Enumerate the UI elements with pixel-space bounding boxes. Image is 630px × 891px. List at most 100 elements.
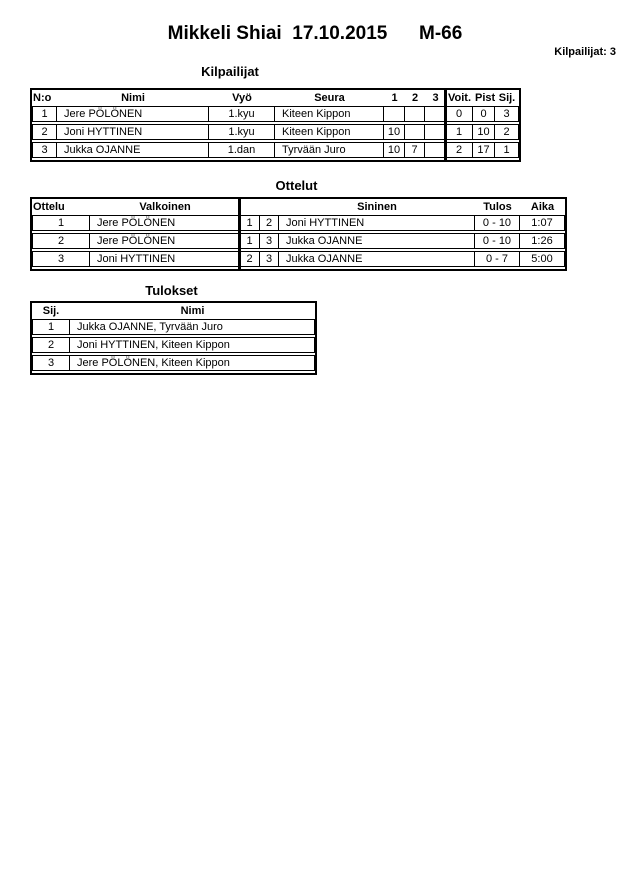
cell-vyo: 1.kyu <box>209 124 275 140</box>
col-header-tulos: Tulos <box>483 201 512 213</box>
competitors-count: Kilpailijat: 3 <box>554 46 616 58</box>
cell-score-2 <box>405 124 425 140</box>
col-header-sininen: Sininen <box>357 201 397 213</box>
cell-tulos: 0 - 7 <box>475 251 520 267</box>
table-row: 2 Joni HYTTINEN, Kiteen Kippon <box>32 337 315 353</box>
cell-blue-num: 3 <box>260 233 279 249</box>
cell-voit: 0 <box>446 106 473 122</box>
cell-match-no: 3 <box>32 251 90 267</box>
cell-voit: 1 <box>446 124 473 140</box>
col-header-aika: Aika <box>530 201 555 213</box>
cell-seura: Kiteen Kippon <box>275 106 384 122</box>
cell-pist: 17 <box>473 142 495 158</box>
col-header-nimi: Nimi <box>180 305 205 317</box>
cell-nimi: Joni HYTTINEN <box>57 124 209 140</box>
cell-nimi: Jere PÖLÖNEN, Kiteen Kippon <box>70 355 315 371</box>
matches-table-wrap: Ottelu Valkoinen Sininen Tulos Aika 1 Je… <box>30 197 567 271</box>
cell-match-no: 2 <box>32 233 90 249</box>
table-header-row: N:o Nimi Vyö Seura 1 2 3 Voit. Pist. Sij… <box>32 92 519 104</box>
page-title: Mikkeli Shiai 17.10.2015 M-66 <box>167 23 463 44</box>
col-header-valkoinen: Valkoinen <box>139 201 191 213</box>
table-header-row: Sij. Nimi <box>32 305 315 317</box>
cell-blue-num: 2 <box>260 215 279 231</box>
col-header-3: 3 <box>432 92 439 104</box>
table-row: 1 Jere PÖLÖNEN 1.kyu Kiteen Kippon 0 0 3 <box>32 106 519 122</box>
cell-nimi: Joni HYTTINEN, Kiteen Kippon <box>70 337 315 353</box>
cell-tulos: 0 - 10 <box>475 233 520 249</box>
table-row: 3 Jukka OJANNE 1.dan Tyrvään Juro 10 7 2… <box>32 142 519 158</box>
cell-nimi: Jukka OJANNE, Tyrvään Juro <box>70 319 315 335</box>
cell-seura: Tyrvään Juro <box>275 142 384 158</box>
cell-sininen: Jukka OJANNE <box>279 251 475 267</box>
cell-valkoinen: Jere PÖLÖNEN <box>90 215 240 231</box>
section-heading-kilpailijat: Kilpailijat <box>201 64 259 79</box>
table-row: 3 Joni HYTTINEN 2 3 Jukka OJANNE 0 - 7 5… <box>32 251 565 267</box>
cell-aika: 1:26 <box>520 233 565 249</box>
cell-score-3 <box>425 106 446 122</box>
cell-valkoinen: Jere PÖLÖNEN <box>90 233 240 249</box>
competitors-table: N:o Nimi Vyö Seura 1 2 3 Voit. Pist. Sij… <box>30 88 521 162</box>
cell-match-no: 1 <box>32 215 90 231</box>
col-header-nimi: Nimi <box>121 92 145 104</box>
table-row: 1 Jere PÖLÖNEN 1 2 Joni HYTTINEN 0 - 10 … <box>32 215 565 231</box>
table-row: 2 Joni HYTTINEN 1.kyu Kiteen Kippon 10 1… <box>32 124 519 140</box>
cell-seura: Kiteen Kippon <box>275 124 384 140</box>
cell-score-1 <box>384 106 405 122</box>
cell-sij: 1 <box>495 142 519 158</box>
cell-sij: 2 <box>495 124 519 140</box>
cell-sij: 3 <box>495 106 519 122</box>
table-row: 1 Jukka OJANNE, Tyrvään Juro <box>32 319 315 335</box>
cell-blue-num: 3 <box>260 251 279 267</box>
col-header-seura: Seura <box>314 92 345 104</box>
cell-no: 1 <box>32 106 57 122</box>
cell-score-1: 10 <box>384 124 405 140</box>
col-header-sij: Sij. <box>42 305 60 317</box>
cell-sininen: Joni HYTTINEN <box>279 215 475 231</box>
cell-nimi: Jukka OJANNE <box>57 142 209 158</box>
cell-white-num: 2 <box>240 251 260 267</box>
cell-white-num: 1 <box>240 215 260 231</box>
cell-score-2 <box>405 106 425 122</box>
cell-tulos: 0 - 10 <box>475 215 520 231</box>
cell-sij: 1 <box>32 319 70 335</box>
cell-sininen: Jukka OJANNE <box>279 233 475 249</box>
cell-score-3 <box>425 124 446 140</box>
col-header-voit: Voit. <box>448 92 472 104</box>
competitors-table-wrap: N:o Nimi Vyö Seura 1 2 3 Voit. Pist. Sij… <box>30 88 521 162</box>
cell-pist: 10 <box>473 124 495 140</box>
col-header-sij: Sij. <box>498 92 516 104</box>
group-separator-line <box>238 197 241 271</box>
table-row: 2 Jere PÖLÖNEN 1 3 Jukka OJANNE 0 - 10 1… <box>32 233 565 249</box>
results-table-wrap: Sij. Nimi 1 Jukka OJANNE, Tyrvään Juro 2… <box>30 301 317 375</box>
cell-vyo: 1.kyu <box>209 106 275 122</box>
group-separator-line <box>444 88 447 162</box>
cell-aika: 5:00 <box>520 251 565 267</box>
cell-score-2: 7 <box>405 142 425 158</box>
cell-no: 3 <box>32 142 57 158</box>
col-header-pist: Pist. <box>475 92 495 104</box>
results-table: Sij. Nimi 1 Jukka OJANNE, Tyrvään Juro 2… <box>30 301 317 375</box>
table-row: 3 Jere PÖLÖNEN, Kiteen Kippon <box>32 355 315 371</box>
col-header-ottelu: Ottelu <box>33 201 65 213</box>
cell-voit: 2 <box>446 142 473 158</box>
col-header-vyo: Vyö <box>232 92 252 104</box>
cell-vyo: 1.dan <box>209 142 275 158</box>
cell-sij: 3 <box>32 355 70 371</box>
cell-nimi: Jere PÖLÖNEN <box>57 106 209 122</box>
col-header-2: 2 <box>411 92 419 104</box>
matches-table: Ottelu Valkoinen Sininen Tulos Aika 1 Je… <box>30 197 567 271</box>
cell-score-1: 10 <box>384 142 405 158</box>
section-heading-tulokset: Tulokset <box>145 283 198 298</box>
cell-no: 2 <box>32 124 57 140</box>
col-header-no: N:o <box>33 92 52 104</box>
cell-score-3 <box>425 142 446 158</box>
col-header-blue-num <box>260 201 279 213</box>
cell-sij: 2 <box>32 337 70 353</box>
col-header-1: 1 <box>391 92 398 104</box>
cell-valkoinen: Joni HYTTINEN <box>90 251 240 267</box>
cell-white-num: 1 <box>240 233 260 249</box>
section-heading-ottelut: Ottelut <box>275 178 318 193</box>
cell-pist: 0 <box>473 106 495 122</box>
col-header-white-num <box>240 201 260 213</box>
